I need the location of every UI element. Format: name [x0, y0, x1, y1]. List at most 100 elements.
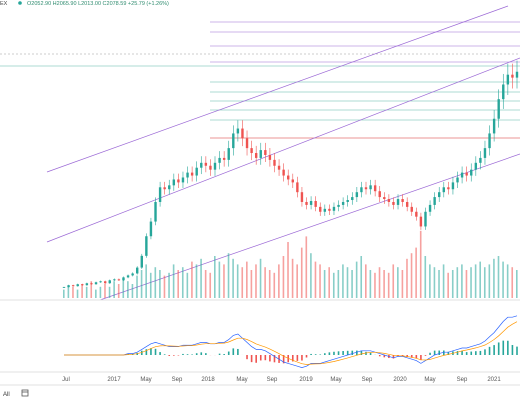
candle-body: [190, 172, 194, 176]
macd-histogram-bar: [507, 340, 509, 355]
volume-bar: [351, 270, 353, 298]
volume-bar: [506, 264, 509, 298]
macd-histogram-bar: [337, 351, 340, 355]
volume-bar: [305, 236, 308, 298]
volume-bar: [72, 286, 74, 298]
candle-body: [465, 172, 468, 176]
volume-bar: [168, 272, 170, 298]
candle-body: [355, 192, 359, 198]
candle-body: [502, 84, 505, 100]
x-tick-label: Sep: [457, 377, 468, 383]
x-tick-label: May: [424, 377, 435, 383]
macd-histogram-bar: [516, 346, 518, 355]
candle-body: [209, 165, 212, 170]
macd-histogram-bar: [191, 354, 193, 355]
macd-histogram-bar: [186, 354, 189, 355]
volume-bar: [250, 270, 253, 298]
candle-body: [511, 74, 514, 78]
macd-histogram-bar: [406, 355, 408, 357]
volume-bar: [479, 261, 481, 298]
volume-bar: [85, 286, 88, 298]
macd-histogram-bar: [150, 348, 152, 355]
candle-body: [428, 204, 432, 212]
candle-body: [122, 277, 125, 281]
macd-histogram-bar: [475, 351, 477, 355]
calendar-icon[interactable]: [21, 389, 29, 397]
volume-bar: [456, 267, 459, 298]
macd-histogram-bar: [365, 351, 367, 355]
macd-histogram-bar: [369, 352, 372, 355]
volume-bar: [108, 286, 111, 298]
macd-histogram-bar: [264, 355, 267, 361]
x-tick-label: Jul: [62, 377, 70, 383]
candle-body: [172, 179, 176, 186]
macd-histogram-bar: [456, 351, 459, 355]
volume-bar: [264, 267, 266, 298]
macd-histogram-bar: [383, 355, 386, 358]
volume-bar: [117, 284, 120, 298]
x-tick-label: May: [236, 377, 247, 383]
candle-body: [364, 187, 368, 190]
candle-body: [158, 187, 162, 202]
candle-body: [145, 236, 148, 256]
macd-histogram-bar: [429, 352, 431, 355]
market-status-dot: [18, 1, 22, 5]
volume-bar: [483, 267, 486, 298]
candle-body: [506, 74, 510, 85]
candle-body: [76, 284, 79, 287]
signal-line: [64, 321, 518, 365]
volume-bar: [113, 281, 115, 298]
volume-bar: [232, 258, 234, 298]
candle-body: [337, 204, 340, 207]
candle-body: [383, 197, 386, 200]
candle-body: [360, 187, 363, 193]
range-all-button[interactable]: All: [3, 392, 10, 398]
volume-bar: [378, 267, 381, 298]
volume-bar: [172, 264, 175, 298]
macd-histogram-bar: [424, 355, 427, 356]
volume-bar: [374, 272, 376, 298]
macd-histogram-bar: [497, 342, 500, 355]
macd-histogram-bar: [511, 345, 514, 355]
macd-histogram-bar: [415, 355, 418, 359]
macd-histogram-bar: [250, 355, 253, 363]
macd-histogram-bar: [488, 346, 491, 355]
candle-body: [346, 200, 349, 202]
macd-histogram-bar: [159, 352, 161, 355]
candle-body: [460, 172, 464, 178]
candle-body: [314, 201, 317, 207]
macd-histogram-bar: [410, 355, 413, 358]
horizontal-levels: [0, 21, 520, 139]
candle-body: [442, 187, 445, 193]
volume-bar: [387, 272, 390, 298]
volume-bar: [502, 261, 504, 298]
candle-body: [85, 283, 89, 286]
macd-pane: [64, 315, 518, 368]
macd-histogram-bar: [378, 355, 381, 357]
volume-bars: [63, 230, 518, 298]
macd-histogram-bar: [310, 353, 312, 355]
x-tick-label: 2020: [393, 377, 407, 383]
macd-histogram-bar: [259, 355, 262, 361]
volume-bar: [461, 264, 463, 298]
candle-body: [396, 199, 400, 205]
volume-bar: [365, 264, 367, 298]
candle-body: [103, 281, 107, 284]
x-tick-label: Sep: [362, 377, 373, 383]
candle-body: [204, 162, 208, 166]
volume-bar: [442, 264, 445, 298]
volume-bar: [401, 270, 404, 298]
candle-body: [154, 201, 157, 222]
volume-bar: [300, 247, 303, 298]
volume-bar: [246, 261, 248, 298]
candle-body: [341, 201, 345, 205]
candle-body: [62, 287, 66, 288]
candle-body: [410, 206, 413, 212]
macd-histogram-bar: [301, 355, 303, 361]
candle-body: [488, 133, 491, 149]
candle-body: [136, 267, 139, 274]
macd-line: [64, 315, 518, 368]
macd-histogram-bar: [360, 350, 363, 355]
macd-histogram-bar: [314, 354, 317, 355]
